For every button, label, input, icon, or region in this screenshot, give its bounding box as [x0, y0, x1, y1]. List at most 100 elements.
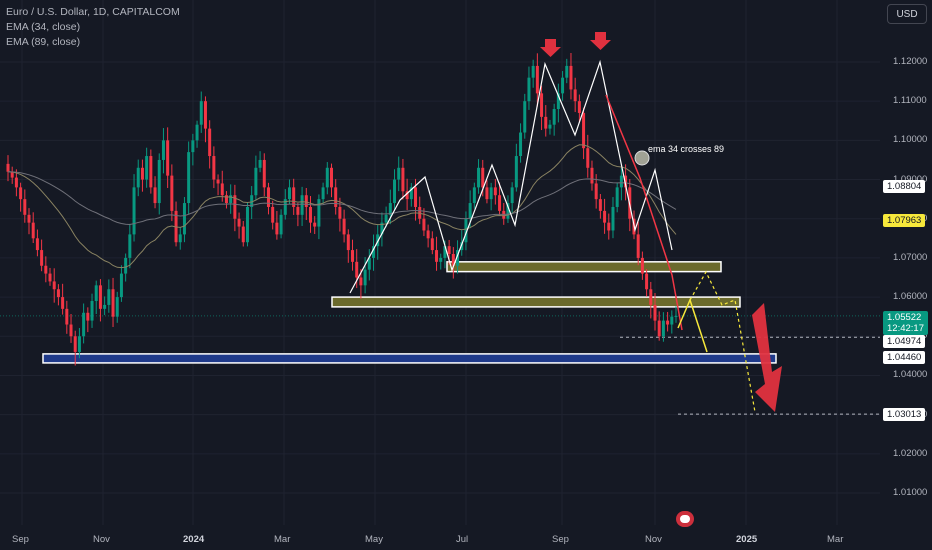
- candle-body: [246, 207, 249, 242]
- price-tag-last: 1.05522 12:42:17: [883, 311, 928, 335]
- ema89-legend[interactable]: EMA (89, close): [6, 35, 180, 50]
- candle-body: [658, 321, 661, 337]
- down-arrow-2: [590, 32, 611, 50]
- candle-body: [116, 297, 119, 317]
- candle-body: [44, 266, 47, 274]
- candle-body: [65, 309, 68, 325]
- candle-body: [469, 203, 472, 219]
- price-tag-support-1: 1.04974: [883, 335, 925, 348]
- candle-body: [599, 199, 602, 211]
- candle-body: [82, 313, 85, 337]
- candle-body: [481, 168, 484, 188]
- candle-body: [330, 168, 333, 188]
- candle-body: [527, 78, 530, 102]
- candle-body: [296, 207, 299, 215]
- candle-body: [95, 285, 98, 301]
- candle-body: [280, 215, 283, 235]
- candle-body: [401, 168, 404, 192]
- candle-body: [200, 101, 203, 125]
- x-tick-label: Jul: [456, 534, 468, 545]
- candle-body: [288, 187, 291, 199]
- x-tick-label: Nov: [93, 534, 110, 545]
- y-tick-label: 1.11000: [893, 95, 927, 106]
- candle-body: [271, 207, 274, 223]
- candle-body: [99, 285, 102, 309]
- candle-body: [61, 297, 64, 309]
- x-tick-label: 2025: [736, 534, 757, 545]
- candle-body: [103, 305, 106, 309]
- candle-body: [620, 176, 623, 188]
- candle-body: [607, 223, 610, 231]
- candle-body: [187, 152, 190, 203]
- candle-body: [15, 178, 18, 188]
- symbol-title[interactable]: Euro / U.S. Dollar, 1D, CAPITALCOM: [6, 5, 180, 20]
- candle-body: [397, 168, 400, 180]
- candle-body: [435, 250, 438, 262]
- candle-body: [141, 168, 144, 180]
- candle-body: [666, 321, 669, 325]
- last-price-value: 1.05522: [887, 312, 924, 323]
- down-arrow-1: [540, 39, 561, 57]
- y-tick-label: 1.06000: [893, 291, 927, 302]
- candle-body: [162, 140, 165, 160]
- candle-body: [670, 317, 673, 325]
- candle-body: [183, 203, 186, 234]
- candle-body: [603, 211, 606, 223]
- candle-body: [578, 101, 581, 113]
- currency-button[interactable]: USD: [887, 4, 927, 24]
- candle-body: [351, 250, 354, 262]
- candle-body: [166, 140, 169, 175]
- candle-body: [275, 223, 278, 235]
- candle-body: [259, 160, 262, 168]
- candle-body: [57, 289, 60, 297]
- candle-body: [611, 207, 614, 231]
- candle-body: [133, 187, 136, 234]
- candle-body: [532, 66, 535, 78]
- ema34-legend[interactable]: EMA (34, close): [6, 20, 180, 35]
- candle-body: [217, 180, 220, 184]
- candle-body: [427, 230, 430, 238]
- candle-body: [120, 274, 123, 298]
- y-tick-label: 1.12000: [893, 56, 927, 67]
- candle-body: [40, 250, 43, 266]
- candle-body: [675, 316, 678, 317]
- support-zone: [43, 354, 776, 363]
- candle-body: [196, 125, 199, 141]
- candle-body: [112, 289, 115, 316]
- candle-body: [78, 336, 81, 352]
- candle-body: [343, 219, 346, 235]
- candle-body: [326, 168, 329, 188]
- x-tick-label: 2024: [183, 534, 204, 545]
- candle-body: [422, 219, 425, 231]
- candle-body: [448, 246, 451, 254]
- candle-body: [582, 113, 585, 148]
- candle-body: [124, 258, 127, 274]
- candle-body: [569, 66, 572, 90]
- candle-body: [355, 262, 358, 278]
- candle-body: [641, 258, 644, 274]
- candle-body: [86, 313, 89, 321]
- candle-body: [212, 156, 215, 180]
- candle-body: [347, 234, 350, 250]
- candle-body: [91, 301, 94, 321]
- candle-body: [32, 223, 35, 239]
- candle-body: [494, 187, 497, 195]
- x-tick-label: Mar: [274, 534, 290, 545]
- y-tick-label: 1.04000: [893, 369, 927, 380]
- candle-body: [170, 176, 173, 211]
- price-tag-support-2: 1.04460: [883, 351, 925, 364]
- candle-body: [128, 234, 131, 258]
- price-tag-target: 1.03013: [883, 408, 925, 421]
- x-tick-label: May: [365, 534, 383, 545]
- tradingview-logo-icon[interactable]: [676, 511, 694, 527]
- candle-body: [221, 183, 224, 195]
- candle-body: [590, 168, 593, 184]
- candle-body: [238, 219, 241, 227]
- candle-body: [477, 168, 480, 188]
- candle-body: [515, 156, 518, 187]
- candle-body: [254, 168, 257, 195]
- projection-yellow-dashed: [690, 272, 755, 412]
- x-tick-label: Nov: [645, 534, 662, 545]
- candle-body: [393, 180, 396, 204]
